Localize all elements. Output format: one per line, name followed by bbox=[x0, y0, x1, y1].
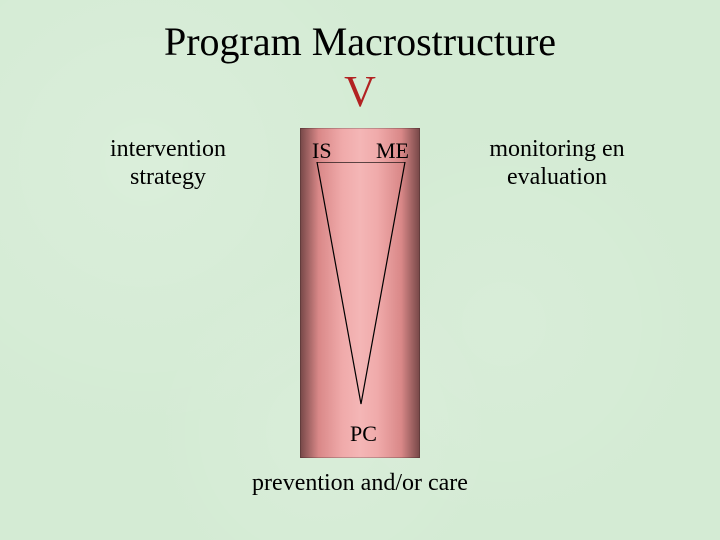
abbr-pc: PC bbox=[350, 421, 377, 447]
bottom-label: prevention and/or care bbox=[0, 470, 720, 498]
pillar-shape bbox=[300, 128, 420, 458]
page-title: Program Macrostructure bbox=[0, 18, 720, 65]
abbr-me: ME bbox=[376, 138, 409, 164]
left-label: intervention strategy bbox=[88, 136, 248, 191]
right-label: monitoring en evaluation bbox=[472, 136, 642, 191]
roman-numeral: V bbox=[0, 66, 720, 117]
abbr-is: IS bbox=[312, 138, 332, 164]
